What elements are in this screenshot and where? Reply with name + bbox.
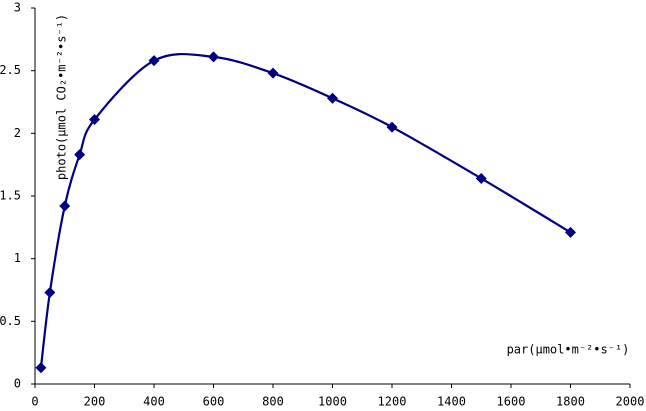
x-tick-label: 1400 <box>437 395 466 409</box>
data-point <box>208 51 219 63</box>
y-tick-label: 2.5 <box>0 63 21 77</box>
y-tick-label: 1.5 <box>0 189 21 203</box>
data-point <box>327 92 338 104</box>
y-tick-label: 1 <box>14 251 21 265</box>
data-point <box>59 200 71 212</box>
x-tick-label: 1200 <box>378 395 407 409</box>
data-point <box>386 121 398 133</box>
data-point <box>89 114 100 126</box>
y-tick-label: 3 <box>14 1 21 15</box>
y-tick-label: 0 <box>14 377 21 391</box>
x-tick-label: 800 <box>262 395 284 409</box>
data-point <box>565 226 576 238</box>
x-tick-label: 1000 <box>318 395 347 409</box>
data-point <box>475 172 487 184</box>
x-tick-label: 600 <box>203 395 225 409</box>
x-tick-label: 1600 <box>497 395 526 409</box>
x-axis-label: par(μmol•m⁻²•s⁻¹) <box>507 343 630 357</box>
x-tick-label: 400 <box>143 395 165 409</box>
data-point <box>148 55 160 67</box>
y-tick-label: 2 <box>14 126 21 140</box>
x-tick-label: 2000 <box>616 395 645 409</box>
y-axis-label: photo(μmol CO₂•m⁻²•s⁻¹) <box>55 14 69 180</box>
data-line <box>39 52 572 368</box>
data-point <box>44 287 56 299</box>
data-point <box>74 149 86 161</box>
x-tick-label: 200 <box>84 395 106 409</box>
y-tick-label: 0.5 <box>0 314 21 328</box>
x-tick-label: 0 <box>31 395 38 409</box>
x-tick-label: 1800 <box>556 395 585 409</box>
data-point <box>35 362 47 374</box>
data-point <box>267 67 279 79</box>
